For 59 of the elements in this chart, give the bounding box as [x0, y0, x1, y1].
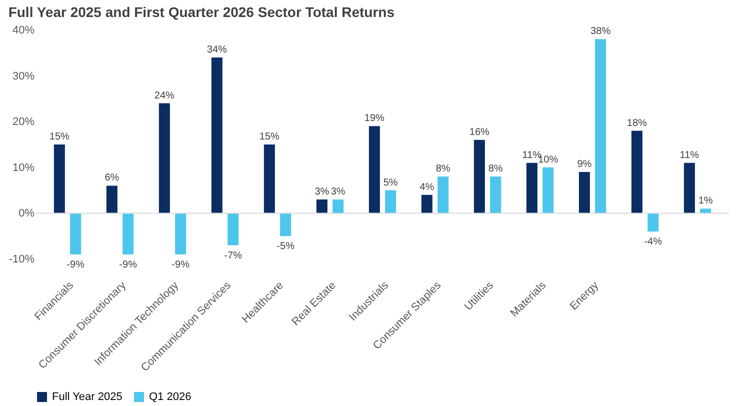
bar — [542, 167, 554, 214]
bar — [158, 103, 170, 214]
y-tick-label: 30% — [12, 70, 35, 82]
data-label: -7% — [224, 250, 242, 262]
data-label: 24% — [154, 90, 175, 102]
bar — [474, 140, 485, 214]
data-label: 34% — [206, 44, 228, 56]
legend-label: Full Year 2025 — [52, 391, 122, 403]
bar — [332, 199, 344, 214]
data-label: 8% — [488, 164, 503, 175]
y-tick-label: 40% — [12, 24, 35, 36]
data-label: 9% — [577, 158, 592, 170]
bar — [54, 144, 65, 214]
data-label: 38% — [590, 26, 611, 38]
y-tick-label: 0% — [18, 208, 35, 220]
data-label: -9% — [66, 259, 85, 270]
data-label: 6% — [104, 172, 120, 184]
bar — [316, 199, 328, 214]
data-label: 11% — [522, 150, 542, 161]
bar — [526, 162, 538, 214]
data-label: 5% — [383, 177, 398, 188]
bar — [106, 186, 118, 214]
data-label: -9% — [119, 259, 138, 270]
data-label: 4% — [420, 182, 434, 193]
bar — [578, 172, 590, 214]
data-label: -4% — [644, 236, 662, 248]
bar — [122, 213, 134, 254]
bar — [228, 213, 239, 246]
data-label: 1% — [698, 196, 713, 207]
data-label: -9% — [172, 259, 190, 270]
data-label: 11% — [680, 150, 700, 161]
legend-label: Q1 2026 — [149, 391, 192, 403]
data-label: 3% — [330, 186, 346, 198]
data-label: 18% — [626, 118, 648, 129]
bar — [70, 213, 82, 254]
bar — [175, 213, 186, 254]
bar — [385, 190, 396, 214]
y-tick-label: 20% — [12, 116, 35, 128]
data-label: 19% — [364, 113, 385, 124]
y-tick-label: -10% — [8, 254, 35, 266]
data-label: -5% — [276, 241, 295, 252]
bar — [648, 213, 659, 232]
bar — [264, 144, 275, 214]
bar — [490, 176, 502, 214]
data-label: 15% — [259, 132, 280, 142]
data-label: 15% — [49, 132, 70, 142]
bar — [280, 213, 292, 236]
bar — [421, 194, 432, 214]
bar — [684, 162, 695, 214]
bar — [211, 57, 222, 214]
data-label: 8% — [436, 164, 450, 175]
chart-title: Full Year 2025 and First Quarter 2026 Sector Total Returns — [8, 4, 395, 20]
y-tick-label: 10% — [12, 162, 35, 174]
bar — [631, 130, 642, 214]
data-label: 3% — [314, 186, 330, 198]
bar — [595, 39, 606, 214]
bar — [368, 126, 380, 214]
bar — [438, 176, 449, 214]
data-label: 16% — [469, 126, 490, 138]
